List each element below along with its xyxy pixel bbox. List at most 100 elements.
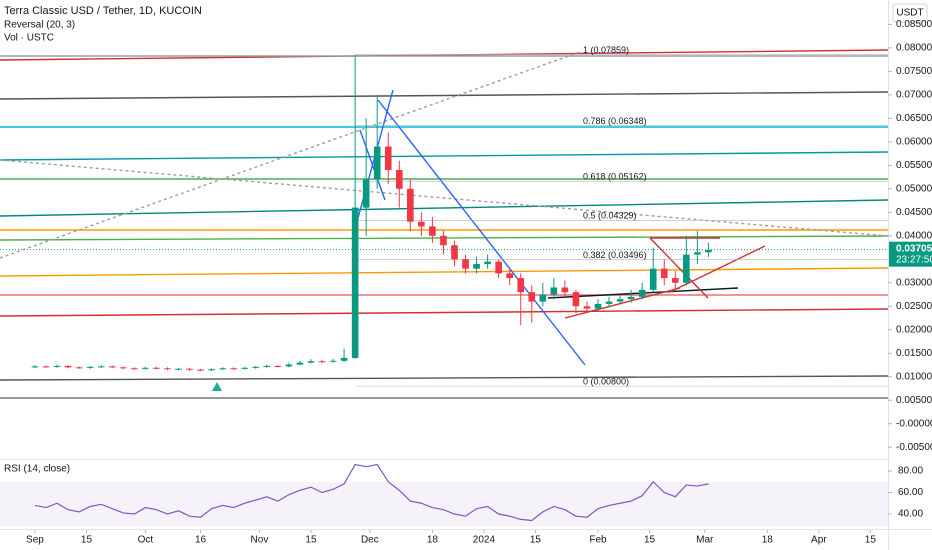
trendline (649, 237, 709, 299)
candle-body (418, 221, 425, 227)
x-tick-label: 15 (865, 535, 877, 546)
trendline (377, 99, 586, 366)
indicator-label: Reversal (20, 3) (4, 20, 75, 31)
y-tick-label: 0.08500 (896, 19, 932, 30)
candle-body (407, 188, 414, 222)
x-tick-label: Sep (26, 535, 44, 546)
currency-button[interactable]: USDT (892, 3, 928, 23)
y-tick-label: 0.04000 (896, 230, 932, 241)
y-tick-label: 0.08000 (896, 43, 932, 54)
fib-label: 0 (0.00800) (583, 377, 629, 387)
candle-body (197, 369, 204, 371)
candle-body (142, 367, 149, 369)
y-tick-label: -0.00500 (896, 442, 932, 453)
y-tick-label: 0.05500 (896, 160, 932, 171)
candle-body (384, 146, 392, 171)
candle-body (671, 278, 679, 283)
y-tick-label: 0.01500 (896, 348, 932, 359)
candle-body (462, 259, 469, 269)
candle-body (285, 364, 293, 367)
candle-body (175, 368, 182, 370)
candle-body (506, 273, 514, 279)
price-tag-label: 0.03705 (896, 243, 932, 254)
candle-body (307, 361, 315, 363)
rsi-title: RSI (14, close) (4, 464, 70, 475)
level-line (0, 91, 889, 100)
y-tick-label: 0.01000 (896, 371, 932, 382)
candle-body (440, 235, 447, 246)
candle-body (594, 303, 602, 309)
candle-body (208, 369, 215, 371)
candle-body (517, 278, 525, 293)
candle-body (649, 268, 657, 290)
y-tick-label: 0.00500 (896, 395, 932, 406)
candle-body (31, 366, 39, 368)
y-tick-label: 0.06000 (896, 137, 932, 148)
fib-label: 1 (0.07859) (583, 45, 629, 55)
trendline (564, 287, 681, 319)
candle-body (241, 367, 249, 369)
fib-label: 0.786 (0.06348) (583, 116, 647, 126)
y-tick-label: 0.03000 (896, 277, 932, 288)
candle-body (351, 207, 359, 358)
symbol-title: Terra Classic USD / Tether, 1D, KUCOIN (4, 5, 202, 17)
dashed-trend (0, 159, 889, 237)
candle-body (108, 366, 116, 368)
x-tick-label: 15 (530, 535, 542, 546)
candle-body (373, 146, 381, 180)
fib-label: 0.5 (0.04329) (583, 211, 637, 221)
candle-body (153, 367, 160, 369)
x-tick-label: 18 (427, 535, 439, 546)
x-tick-label: Mar (696, 535, 714, 546)
candle-body (473, 263, 480, 269)
candle-body (528, 292, 536, 302)
volume-label: Vol · USTC (4, 33, 54, 44)
candle-body (561, 287, 569, 293)
candle-body (395, 170, 403, 189)
candle-body (627, 296, 635, 300)
y-tick-label: 0.02500 (896, 301, 932, 312)
candle-body (429, 226, 436, 236)
candle-body (53, 365, 61, 367)
price-tag (889, 241, 932, 267)
trendline (359, 129, 386, 201)
candle-body (605, 301, 613, 304)
candle-body (616, 299, 624, 302)
candle-body (296, 362, 304, 365)
candle-body (219, 368, 226, 370)
candle-body (340, 357, 348, 361)
candle-body (119, 367, 127, 369)
candle-body (252, 366, 260, 368)
candle-body (583, 306, 591, 309)
x-tick-label: 15 (81, 535, 93, 546)
y-tick-label: 0.05000 (896, 183, 932, 194)
y-tick-label: 0.07500 (896, 66, 932, 77)
rsi-tick-label: 40.00 (898, 509, 923, 520)
y-tick-label: 0.04500 (896, 207, 932, 218)
signal-marker (212, 382, 222, 391)
candle-body (64, 365, 72, 368)
currency-box[interactable] (892, 3, 928, 23)
candle-body (638, 289, 646, 297)
candle-body (705, 249, 712, 253)
rsi-tick-label: 80.00 (898, 466, 923, 477)
x-tick-label: 16 (195, 535, 207, 546)
drawings (0, 49, 889, 399)
currency-label[interactable]: USDT (896, 8, 923, 19)
x-tick-label: 2024 (473, 535, 496, 546)
x-tick-label: Nov (251, 535, 269, 546)
candle-body (164, 368, 171, 370)
candle-body (660, 268, 668, 279)
candle-body (230, 368, 237, 370)
rsi-line (34, 463, 709, 522)
candle-body (97, 366, 105, 368)
candle-body (451, 245, 458, 260)
candle-body (131, 368, 138, 370)
rsi-tick-label: 60.00 (898, 487, 923, 498)
candle-body (42, 366, 50, 368)
candle-body (86, 366, 94, 368)
candle-body (572, 292, 580, 307)
x-tick-label: 18 (762, 535, 774, 546)
level-line (0, 375, 889, 381)
